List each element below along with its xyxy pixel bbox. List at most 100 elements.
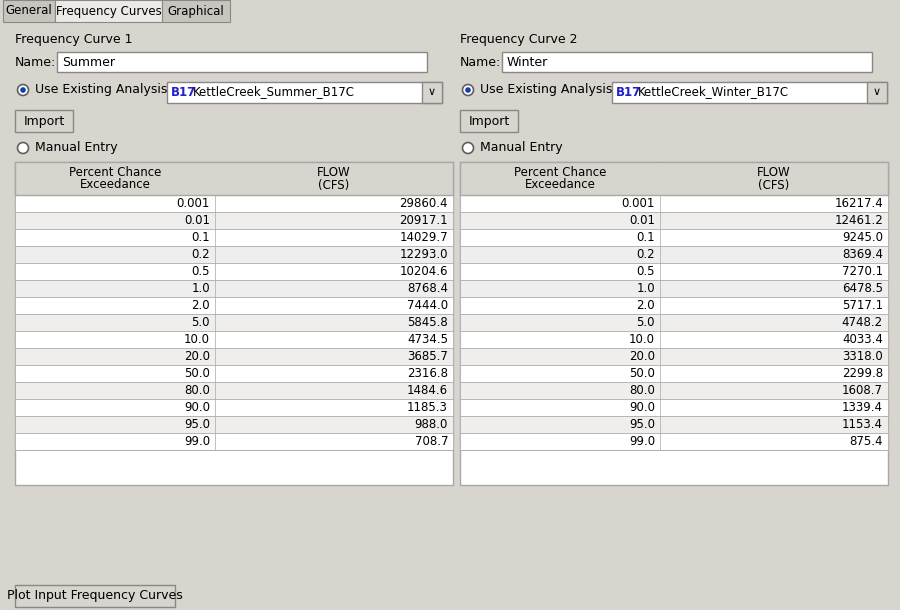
Text: 9245.0: 9245.0 xyxy=(842,231,883,244)
Bar xyxy=(502,52,872,72)
Bar xyxy=(15,162,453,195)
Text: 10.0: 10.0 xyxy=(629,333,655,346)
Bar xyxy=(15,212,453,229)
Text: 20917.1: 20917.1 xyxy=(400,214,448,227)
Text: 988.0: 988.0 xyxy=(415,418,448,431)
Text: 99.0: 99.0 xyxy=(629,435,655,448)
Text: 2.0: 2.0 xyxy=(192,299,210,312)
Text: Use Existing Analysis: Use Existing Analysis xyxy=(35,84,167,96)
Text: Frequency Curves: Frequency Curves xyxy=(56,4,161,18)
Text: 12293.0: 12293.0 xyxy=(400,248,448,261)
Bar xyxy=(612,82,887,103)
Text: B17: B17 xyxy=(616,85,641,98)
Text: Exceedance: Exceedance xyxy=(79,179,150,192)
Text: 90.0: 90.0 xyxy=(629,401,655,414)
Text: 0.1: 0.1 xyxy=(192,231,210,244)
Text: 7270.1: 7270.1 xyxy=(842,265,883,278)
Text: 4734.5: 4734.5 xyxy=(407,333,448,346)
Text: FLOW: FLOW xyxy=(757,167,791,179)
Text: Plot Input Frequency Curves: Plot Input Frequency Curves xyxy=(7,589,183,603)
Text: ∨: ∨ xyxy=(873,87,881,97)
Bar xyxy=(15,348,453,365)
Bar xyxy=(460,162,888,485)
Text: 0.2: 0.2 xyxy=(636,248,655,261)
Text: 6478.5: 6478.5 xyxy=(842,282,883,295)
Text: 90.0: 90.0 xyxy=(184,401,210,414)
Bar xyxy=(15,331,453,348)
Text: 50.0: 50.0 xyxy=(629,367,655,380)
Bar xyxy=(460,365,888,382)
Text: 80.0: 80.0 xyxy=(629,384,655,397)
Bar xyxy=(15,229,453,246)
Bar xyxy=(15,314,453,331)
Text: 4748.2: 4748.2 xyxy=(842,316,883,329)
Bar xyxy=(15,365,453,382)
Bar xyxy=(460,263,888,280)
Text: 1153.4: 1153.4 xyxy=(842,418,883,431)
Text: 10.0: 10.0 xyxy=(184,333,210,346)
Circle shape xyxy=(17,143,29,154)
Text: 0.5: 0.5 xyxy=(636,265,655,278)
Text: 0.001: 0.001 xyxy=(176,197,210,210)
Text: (CFS): (CFS) xyxy=(319,179,349,192)
Text: 1608.7: 1608.7 xyxy=(842,384,883,397)
Bar xyxy=(867,82,887,103)
Bar xyxy=(15,162,453,485)
Bar xyxy=(162,0,230,22)
Bar xyxy=(460,399,888,416)
Text: 3685.7: 3685.7 xyxy=(407,350,448,363)
Text: 3318.0: 3318.0 xyxy=(842,350,883,363)
Text: B17: B17 xyxy=(171,85,196,98)
Bar xyxy=(422,82,442,103)
Bar xyxy=(15,246,453,263)
Text: Percent Chance: Percent Chance xyxy=(68,167,161,179)
Text: 29860.4: 29860.4 xyxy=(400,197,448,210)
Circle shape xyxy=(20,87,26,93)
Text: 7444.0: 7444.0 xyxy=(407,299,448,312)
Text: Name:: Name: xyxy=(15,56,56,68)
Text: 5.0: 5.0 xyxy=(192,316,210,329)
Bar xyxy=(460,195,888,212)
Text: 14029.7: 14029.7 xyxy=(400,231,448,244)
Bar xyxy=(15,280,453,297)
Text: 1.0: 1.0 xyxy=(192,282,210,295)
Bar xyxy=(15,110,73,132)
Text: Percent Chance: Percent Chance xyxy=(514,167,607,179)
Text: KettleCreek_Winter_B17C: KettleCreek_Winter_B17C xyxy=(638,85,789,98)
Bar xyxy=(460,314,888,331)
Text: (CFS): (CFS) xyxy=(759,179,789,192)
Bar xyxy=(15,195,453,212)
Bar xyxy=(460,246,888,263)
Text: 16217.4: 16217.4 xyxy=(834,197,883,210)
Bar xyxy=(460,162,888,195)
Bar xyxy=(460,297,888,314)
Text: 2299.8: 2299.8 xyxy=(842,367,883,380)
Bar xyxy=(460,212,888,229)
Circle shape xyxy=(465,87,471,93)
Text: 8369.4: 8369.4 xyxy=(842,248,883,261)
Text: ∨: ∨ xyxy=(428,87,436,97)
Text: General: General xyxy=(5,4,52,18)
Text: Exceedance: Exceedance xyxy=(525,179,596,192)
Text: 95.0: 95.0 xyxy=(629,418,655,431)
Text: 5717.1: 5717.1 xyxy=(842,299,883,312)
Bar xyxy=(460,382,888,399)
Text: Use Existing Analysis: Use Existing Analysis xyxy=(480,84,612,96)
Bar xyxy=(15,263,453,280)
Text: Frequency Curve 2: Frequency Curve 2 xyxy=(460,32,578,46)
Text: 0.1: 0.1 xyxy=(636,231,655,244)
Bar xyxy=(15,382,453,399)
Text: 12461.2: 12461.2 xyxy=(834,214,883,227)
Text: 10204.6: 10204.6 xyxy=(400,265,448,278)
Text: Winter: Winter xyxy=(507,56,548,68)
Bar xyxy=(15,399,453,416)
Text: 708.7: 708.7 xyxy=(415,435,448,448)
Circle shape xyxy=(17,85,29,96)
Circle shape xyxy=(463,85,473,96)
Bar xyxy=(460,331,888,348)
Bar xyxy=(3,0,55,22)
Text: KettleCreek_Summer_B17C: KettleCreek_Summer_B17C xyxy=(193,85,355,98)
Text: Name:: Name: xyxy=(460,56,501,68)
Bar xyxy=(15,433,453,450)
Text: 5845.8: 5845.8 xyxy=(407,316,448,329)
